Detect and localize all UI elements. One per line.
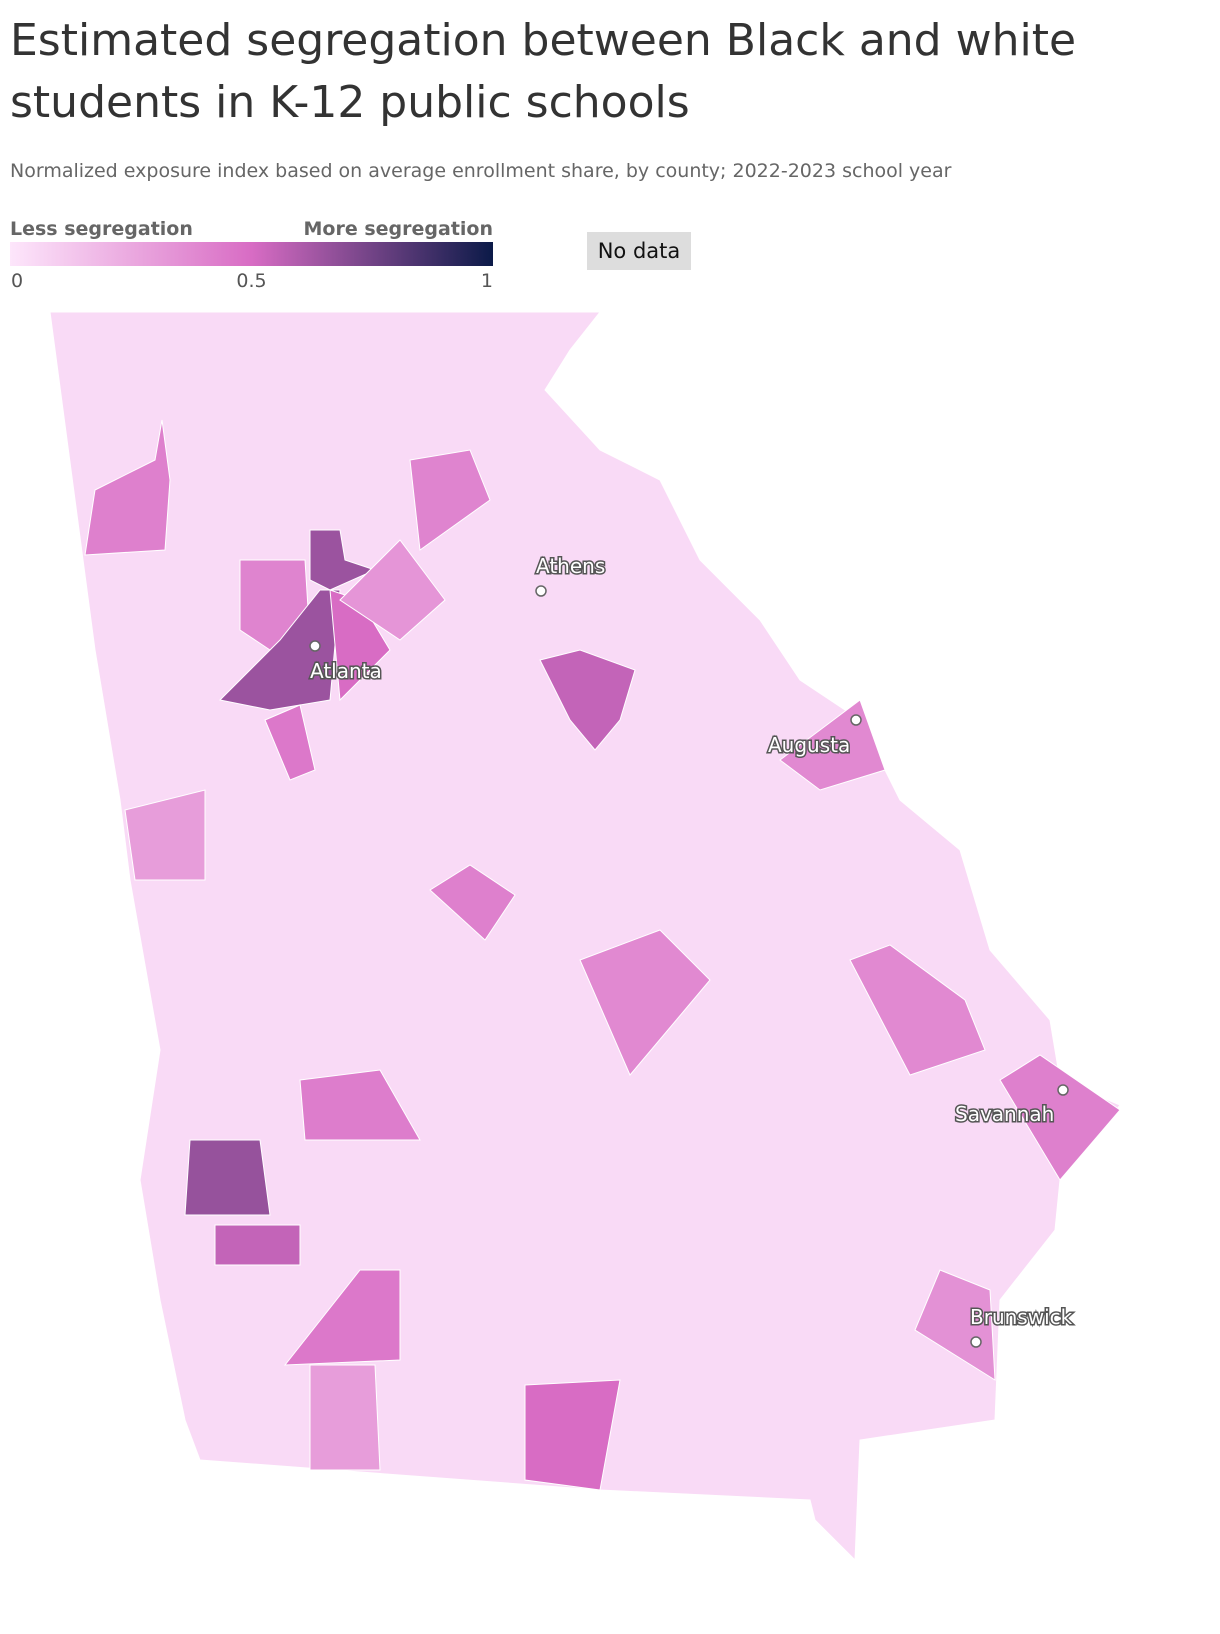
city-dot xyxy=(850,714,862,726)
no-data-swatch xyxy=(587,232,691,270)
city-label: Savannah xyxy=(955,1102,1054,1126)
county xyxy=(299,1069,421,1141)
city-label: Atlanta xyxy=(310,659,382,683)
legend-gradient xyxy=(10,242,493,266)
county xyxy=(914,1269,996,1381)
city-label: Athens xyxy=(536,554,605,578)
county xyxy=(309,1364,381,1471)
county xyxy=(184,1139,271,1216)
legend-high-label: More segregation xyxy=(304,218,493,240)
title: Estimated segregation between Black and … xyxy=(10,15,1077,128)
legend-low-label: Less segregation xyxy=(10,218,193,240)
subtitle: Normalized exposure index based on avera… xyxy=(10,160,952,182)
county xyxy=(524,1379,621,1491)
city-dot xyxy=(1057,1084,1069,1096)
county xyxy=(429,864,516,941)
county xyxy=(49,311,1121,1562)
city-label: Augusta xyxy=(768,733,850,757)
legend-tick-label: 0 xyxy=(11,270,23,292)
county xyxy=(849,944,986,1076)
legend-tick-label: 0.5 xyxy=(236,270,266,292)
county xyxy=(214,1224,301,1266)
county xyxy=(579,929,711,1076)
county xyxy=(124,789,206,881)
no-data-label: No data xyxy=(598,239,681,263)
city-dot xyxy=(970,1336,982,1348)
county xyxy=(409,449,491,551)
county xyxy=(339,539,446,641)
city-dot xyxy=(309,640,321,652)
county xyxy=(999,1054,1121,1181)
city-label: Brunswick xyxy=(970,1305,1073,1329)
county xyxy=(264,704,316,781)
county xyxy=(84,419,171,556)
legend-tick-label: 1 xyxy=(481,270,493,292)
county xyxy=(283,1269,401,1366)
county xyxy=(539,649,636,751)
county xyxy=(218,589,341,711)
city-dot xyxy=(535,585,547,597)
